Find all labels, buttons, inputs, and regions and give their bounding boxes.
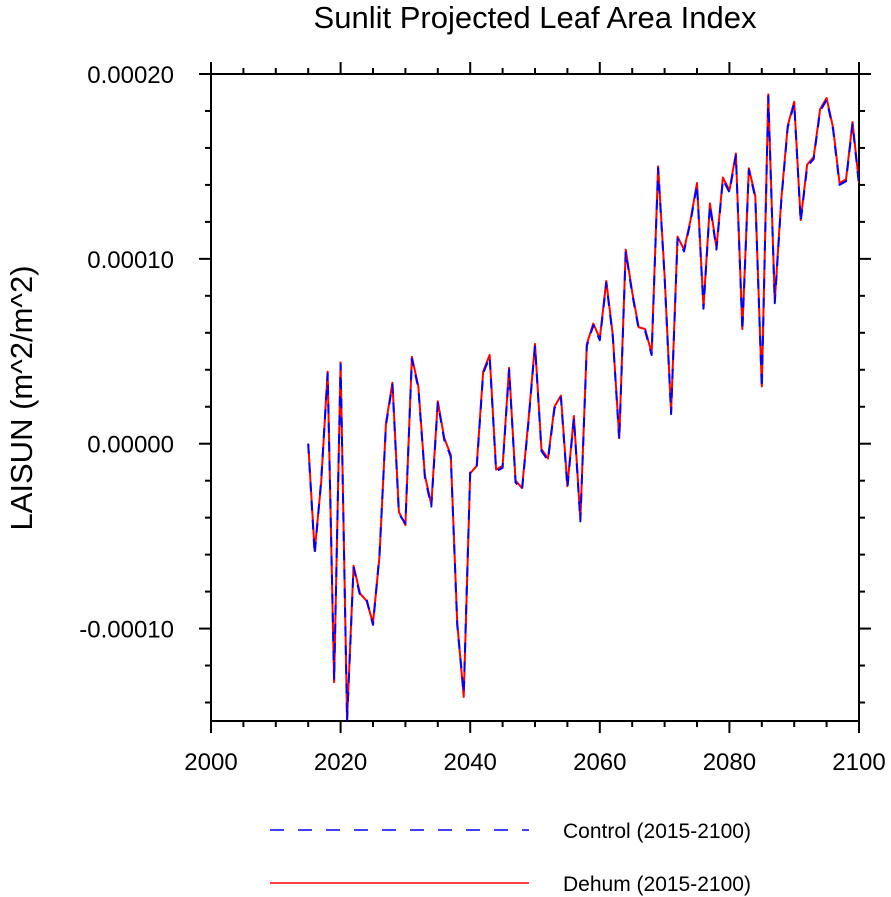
y-tick-label: -0.00010 — [79, 617, 174, 644]
y-tick-label: 0.00000 — [87, 432, 174, 459]
plot-frame — [210, 73, 860, 722]
x-tick-label: 2080 — [703, 749, 756, 776]
legend: Control (2015-2100) Dehum (2015-2100) — [270, 820, 751, 896]
y-axis: -0.00010 0.00000 0.00010 0.00020 — [79, 62, 871, 704]
series-line-1 — [307, 93, 859, 721]
y-tick-label: 0.00010 — [87, 247, 174, 274]
x-tick-label: 2100 — [832, 749, 885, 776]
legend-label-1: Dehum (2015-2100) — [563, 873, 751, 896]
legend-label-0: Control (2015-2100) — [563, 820, 751, 843]
x-tick-label: 2060 — [573, 749, 626, 776]
plot-border — [210, 73, 860, 722]
x-tick-label: 2020 — [314, 749, 367, 776]
y-tick-label: 0.00020 — [87, 62, 174, 89]
chart-title: Sunlit Projected Leaf Area Index — [314, 0, 757, 35]
x-tick-label: 2000 — [184, 749, 237, 776]
x-axis: 2000 2020 2040 2060 2080 2100 — [184, 62, 886, 776]
x-tick-label: 2040 — [444, 749, 497, 776]
series-layer — [307, 93, 859, 721]
y-axis-label: LAISUN (m^2/m^2) — [4, 265, 39, 530]
